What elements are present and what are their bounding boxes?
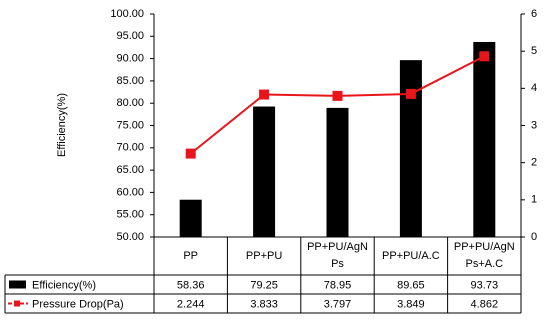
data-label: 79.25 (250, 279, 278, 291)
marker (185, 148, 196, 159)
category-cell: PP+PU (245, 249, 283, 262)
x-tick-label: PP+PU/AgNPs+A.C (453, 241, 515, 270)
marker (259, 89, 270, 100)
category-cell: PP (183, 249, 199, 262)
data-label: 3.797 (324, 298, 352, 310)
y2-tick-label: 2 (531, 157, 537, 169)
x-tick-label: PP+PU/A.C (381, 249, 440, 262)
marker (479, 51, 490, 62)
y2-tick-label: 0 (531, 231, 537, 243)
data-label: 4.862 (471, 298, 499, 310)
bar (473, 41, 496, 237)
data-label: 58.36 (177, 279, 205, 291)
y-tick-label: 65.00 (116, 164, 144, 176)
bar (253, 106, 276, 237)
bar (179, 199, 202, 237)
data-label: 78.95 (324, 279, 352, 291)
y-tick-label: 75.00 (116, 119, 144, 131)
y-tick-label: 85.00 (116, 75, 144, 87)
category-cell: PP+PU/AgNPs+A.C (453, 241, 515, 270)
marker (405, 88, 416, 99)
y2-tick-label: 1 (531, 194, 537, 206)
data-label: 3.833 (250, 298, 278, 310)
marker (332, 90, 343, 101)
y-tick-label: 50.00 (116, 231, 144, 243)
x-tick-label: PP+PU/AgNPs (307, 241, 368, 270)
data-label: 3.849 (397, 298, 425, 310)
y-tick-label: 60.00 (116, 186, 144, 198)
y2-tick-label: 4 (531, 82, 537, 94)
legend-label: Efficiency(%) (32, 279, 96, 291)
y-tick-label: 100.00 (110, 8, 144, 20)
y-axis-label: Efficiency(%) (56, 93, 68, 157)
y-tick-label: 80.00 (116, 97, 144, 109)
y2-tick-label: 3 (531, 119, 537, 131)
data-label: 93.73 (471, 279, 499, 291)
y-tick-label: 55.00 (116, 209, 144, 221)
legend-key (14, 300, 20, 307)
y-tick-label: 90.00 (116, 53, 144, 65)
y2-tick-label: 6 (531, 8, 537, 20)
x-tick-label: PP+PU (245, 249, 283, 262)
legend-key (9, 280, 26, 289)
y2-tick-label: 5 (531, 45, 537, 57)
bar (399, 60, 422, 238)
data-label: 2.244 (177, 298, 205, 310)
legend-label: Pressure Drop(Pa) (32, 298, 124, 310)
y-tick-label: 70.00 (116, 142, 144, 154)
data-label: 89.65 (397, 279, 425, 291)
bar (326, 107, 349, 238)
category-cell: PP+PU/A.C (381, 249, 440, 262)
category-cell: PP+PU/AgNPs (307, 241, 368, 270)
y-tick-label: 95.00 (116, 30, 144, 42)
x-tick-label: PP (183, 249, 199, 262)
